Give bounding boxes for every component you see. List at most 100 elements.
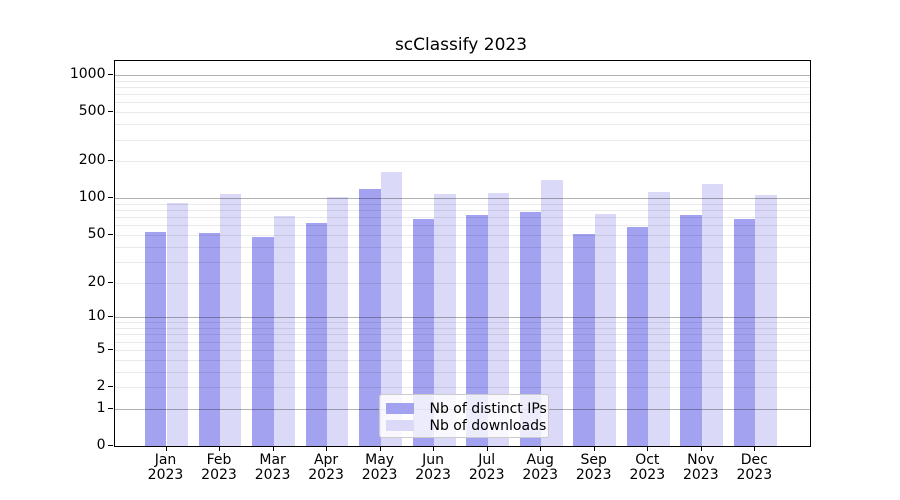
x-tick-feb: [219, 446, 220, 451]
x-tick-label-mar: Mar: [259, 452, 286, 468]
bar-distinct-ips-may: [359, 188, 381, 446]
minor-gridline-80: [114, 210, 810, 211]
x-tick-label-nov: Nov: [687, 452, 715, 468]
x-tick-label-oct: Oct: [635, 452, 660, 468]
x-tick-jun: [433, 446, 435, 451]
minor-gridline-200: [114, 161, 810, 163]
y-tick-10: [108, 316, 113, 318]
y-tick-200: [108, 160, 113, 162]
chart-title: scClassify 2023: [394, 35, 528, 55]
minor-gridline-900: [114, 80, 810, 82]
minor-gridline-60: [114, 225, 810, 227]
x-tick-year-jun: 2023: [415, 467, 451, 483]
x-tick-label-jul: Jul: [478, 452, 496, 468]
x-tick-year-may: 2023: [361, 467, 398, 483]
legend-label-distinct-ips: Nb of distinct IPs: [429, 400, 547, 417]
major-gridline-100: [114, 198, 810, 200]
x-tick-year-apr: 2023: [308, 467, 344, 483]
minor-gridline-50: [114, 234, 810, 236]
major-gridline-10: [114, 317, 810, 319]
legend-label-downloads: Nb of downloads: [429, 417, 547, 434]
bar-downloads-apr: [327, 196, 349, 446]
major-gridline-1000: [114, 75, 810, 76]
bar-distinct-ips-jan: [145, 231, 167, 446]
minor-gridline-400: [114, 124, 810, 126]
y-tick-label-50: 50: [87, 225, 106, 242]
minor-gridline-8: [114, 328, 810, 329]
legend-item-downloads: Nb of downloads: [385, 417, 548, 434]
x-tick-jul: [486, 446, 488, 451]
bar-downloads-dec: [755, 194, 777, 446]
x-tick-label-aug: Aug: [526, 452, 554, 468]
minor-gridline-500: [114, 112, 810, 114]
plot-area: Nb of distinct IPs Nb of downloads: [113, 59, 811, 447]
x-tick-sep: [593, 446, 595, 451]
x-tick-label-sep: Sep: [580, 452, 607, 468]
y-tick-1000: [108, 74, 113, 75]
y-tick-1: [108, 407, 113, 409]
x-tick-year-oct: 2023: [629, 467, 666, 483]
x-tick-apr: [326, 446, 328, 451]
minor-gridline-800: [114, 87, 810, 88]
bar-downloads-jan: [166, 202, 188, 446]
x-tick-year-jul: 2023: [468, 467, 505, 483]
x-tick-year-jan: 2023: [147, 467, 184, 483]
y-tick-label-10: 10: [87, 308, 106, 325]
minor-gridline-600: [114, 102, 810, 104]
x-tick-label-may: May: [365, 452, 395, 468]
y-tick-label-20: 20: [87, 273, 106, 290]
minor-gridline-90: [114, 203, 810, 205]
bar-downloads-mar: [273, 215, 295, 446]
bar-downloads-oct: [648, 191, 670, 446]
x-tick-aug: [540, 446, 542, 451]
y-tick-0: [108, 445, 113, 446]
bar-downloads-jun: [434, 194, 456, 446]
y-tick-label-1000: 1000: [69, 66, 106, 82]
y-tick-500: [108, 111, 113, 113]
minor-gridline-30: [114, 261, 810, 263]
y-tick-label-0: 0: [96, 437, 106, 453]
bar-distinct-ips-jul: [466, 214, 488, 446]
minor-gridline-700: [114, 94, 810, 96]
minor-gridline-4: [114, 359, 810, 361]
x-tick-dec: [754, 446, 756, 451]
bar-distinct-ips-oct: [626, 227, 649, 446]
minor-gridline-5: [114, 349, 810, 351]
y-tick-label-500: 500: [78, 103, 106, 120]
minor-gridline-2: [114, 387, 810, 388]
x-tick-year-dec: 2023: [736, 467, 773, 483]
x-tick-label-jan: Jan: [154, 452, 177, 468]
bar-distinct-ips-nov: [680, 214, 702, 446]
minor-gridline-300: [114, 139, 810, 141]
y-tick-label-100: 100: [78, 189, 106, 206]
x-tick-label-dec: Dec: [740, 452, 768, 468]
bar-downloads-sep: [594, 214, 617, 446]
x-tick-year-sep: 2023: [575, 467, 612, 483]
legend-swatch-downloads: [385, 420, 414, 431]
x-tick-label-jun: Jun: [422, 452, 445, 468]
bar-downloads-aug: [541, 180, 563, 446]
x-tick-may: [379, 446, 381, 451]
bar-distinct-ips-aug: [519, 212, 542, 446]
bar-distinct-ips-mar: [252, 237, 274, 446]
x-tick-year-feb: 2023: [201, 467, 237, 483]
minor-gridline-20: [114, 282, 810, 284]
minor-gridline-7: [114, 334, 810, 336]
x-tick-year-mar: 2023: [254, 467, 291, 483]
x-tick-year-nov: 2023: [682, 467, 719, 483]
x-tick-label-apr: Apr: [313, 452, 339, 468]
bar-downloads-feb: [220, 193, 242, 446]
x-tick-label-feb: Feb: [206, 452, 232, 468]
bar-downloads-may: [380, 171, 402, 446]
bar-distinct-ips-apr: [305, 222, 328, 446]
bar-distinct-ips-dec: [733, 218, 756, 446]
y-tick-label-2: 2: [96, 378, 106, 394]
bar-downloads-nov: [701, 183, 724, 446]
bar-distinct-ips-jun: [412, 218, 435, 446]
minor-gridline-70: [114, 217, 810, 219]
y-tick-label-200: 200: [78, 152, 106, 169]
y-tick-100: [108, 197, 113, 199]
minor-gridline-9: [114, 322, 810, 324]
x-tick-mar: [272, 446, 274, 451]
